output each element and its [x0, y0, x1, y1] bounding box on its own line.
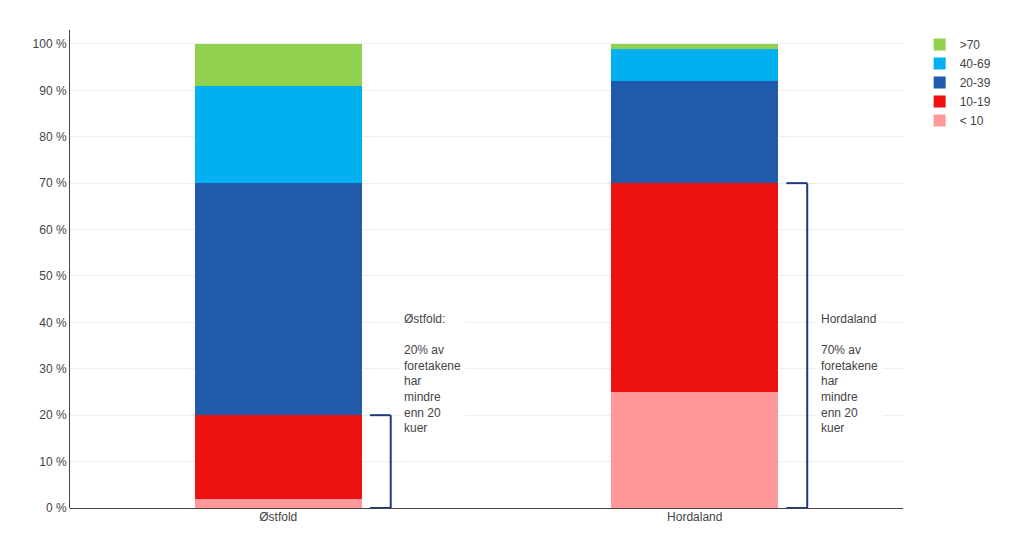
svg-text:80 %: 80 %	[39, 130, 67, 144]
svg-text:Østfold:20% avforetakeneharmin: Østfold:20% avforetakeneharmindreenn 20k…	[404, 312, 461, 435]
svg-text:Hordaland: Hordaland	[667, 510, 722, 524]
svg-text:10-19: 10-19	[960, 95, 991, 109]
svg-text:>70: >70	[960, 38, 981, 52]
svg-text:20 %: 20 %	[39, 408, 67, 422]
svg-text:0 %: 0 %	[46, 501, 67, 515]
svg-text:70 %: 70 %	[39, 176, 67, 190]
svg-text:100 %: 100 %	[33, 37, 67, 51]
svg-text:20-39: 20-39	[960, 76, 991, 90]
svg-text:60 %: 60 %	[39, 223, 67, 237]
svg-text:30 %: 30 %	[39, 362, 67, 376]
svg-text:90 %: 90 %	[39, 84, 67, 98]
svg-text:Østfold: Østfold	[259, 510, 297, 524]
svg-text:40-69: 40-69	[960, 57, 991, 71]
svg-text:50 %: 50 %	[39, 269, 67, 283]
svg-text:40 %: 40 %	[39, 316, 67, 330]
svg-text:10 %: 10 %	[39, 455, 67, 469]
svg-text:Hordaland70% avforetakeneharmi: Hordaland70% avforetakeneharmindreenn 20…	[821, 312, 878, 435]
svg-text:< 10: < 10	[960, 114, 984, 128]
